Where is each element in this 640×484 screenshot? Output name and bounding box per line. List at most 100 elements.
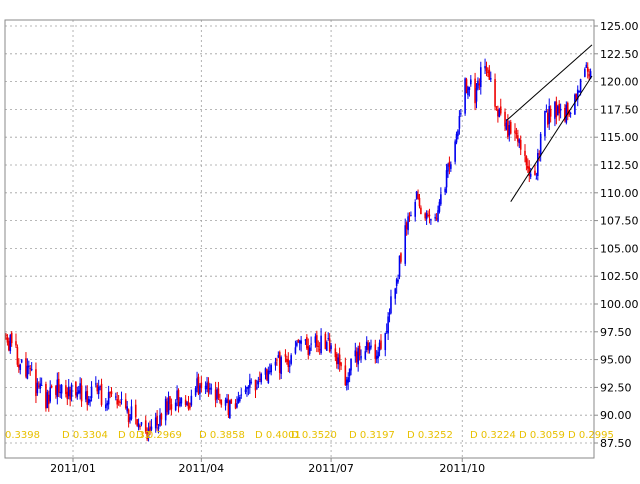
candle-body bbox=[328, 338, 331, 352]
candle-body bbox=[398, 255, 401, 277]
candle-body bbox=[337, 357, 340, 364]
candle-body bbox=[264, 368, 267, 375]
candle-body bbox=[139, 425, 141, 427]
candle-body bbox=[186, 402, 188, 405]
candle-body bbox=[254, 379, 257, 391]
candle-body bbox=[49, 387, 51, 402]
candle-body bbox=[40, 385, 43, 387]
candle-body bbox=[67, 386, 70, 397]
candle-body bbox=[477, 80, 479, 89]
candle-body bbox=[364, 351, 367, 359]
dividend-annotations: 0.3398 D 0.3304 D 0.32D 0.2969 D 0.3858 D 0.… bbox=[5, 430, 614, 441]
candle-body bbox=[565, 104, 568, 123]
candle-body bbox=[355, 351, 358, 363]
candle-body bbox=[99, 385, 101, 387]
candle-body bbox=[30, 368, 33, 371]
candle-body bbox=[465, 79, 468, 93]
candle-body bbox=[504, 111, 506, 127]
candle-body bbox=[206, 382, 208, 389]
candle-body bbox=[548, 106, 551, 124]
candle-body bbox=[528, 166, 531, 176]
candle-body bbox=[296, 342, 298, 346]
candle-body bbox=[199, 385, 201, 394]
candle-body bbox=[387, 316, 389, 334]
candle-body bbox=[220, 399, 223, 405]
candle-body bbox=[494, 79, 496, 107]
candle-body bbox=[388, 313, 391, 315]
candle-body bbox=[37, 385, 40, 387]
candle-body bbox=[214, 389, 217, 401]
candle-body bbox=[119, 401, 121, 403]
candle-body bbox=[35, 369, 37, 396]
candle-body bbox=[96, 385, 99, 392]
candle-body bbox=[146, 432, 148, 440]
candle-body bbox=[306, 337, 308, 349]
candle-body bbox=[375, 355, 378, 360]
candle-body bbox=[527, 165, 529, 169]
candle-body bbox=[464, 78, 466, 114]
candle-body bbox=[200, 382, 203, 389]
candle-body bbox=[569, 112, 572, 114]
candle-body bbox=[420, 207, 422, 215]
candle-body bbox=[189, 405, 191, 409]
candle-body bbox=[499, 106, 502, 114]
candle-body bbox=[317, 345, 320, 347]
candle-body bbox=[18, 364, 20, 368]
candle-body bbox=[127, 409, 130, 422]
candle-body bbox=[210, 388, 213, 390]
candle-body bbox=[55, 386, 57, 395]
candle-body bbox=[19, 364, 22, 371]
candle-body bbox=[77, 390, 80, 394]
dividend-label: D 0.2969 bbox=[136, 430, 182, 441]
candle-body bbox=[547, 112, 549, 125]
candle-body bbox=[390, 296, 392, 314]
candle-body bbox=[588, 74, 590, 77]
candle-body bbox=[114, 396, 117, 398]
candle-body bbox=[136, 419, 138, 426]
dividend-label: D 0.3304 bbox=[62, 430, 108, 441]
candle-body bbox=[549, 108, 552, 117]
candle-body bbox=[447, 164, 449, 172]
candle-body bbox=[85, 391, 87, 400]
candle-body bbox=[149, 426, 151, 431]
dividend-label: D 0.3858 bbox=[199, 430, 245, 441]
y-tick-label: 97.50 bbox=[600, 326, 632, 339]
trendline bbox=[510, 75, 593, 202]
candles bbox=[5, 58, 592, 442]
candle-body bbox=[378, 342, 381, 351]
candle-body bbox=[335, 353, 338, 365]
candle-body bbox=[576, 89, 579, 100]
candle-body bbox=[444, 188, 446, 193]
candle-body bbox=[414, 201, 417, 217]
y-tick-label: 100.00 bbox=[600, 298, 639, 311]
candle-body bbox=[298, 340, 301, 344]
candle-body bbox=[164, 398, 167, 421]
candle-body bbox=[538, 153, 541, 155]
candle-body bbox=[327, 338, 330, 340]
candle-body bbox=[468, 87, 471, 90]
candle-body bbox=[535, 178, 538, 180]
candle-body bbox=[224, 399, 227, 406]
candle-body bbox=[60, 385, 63, 394]
candle-body bbox=[445, 170, 448, 188]
candle-body bbox=[358, 345, 361, 356]
candle-body bbox=[166, 401, 168, 413]
candle-body bbox=[498, 109, 501, 117]
candle-body bbox=[280, 357, 282, 374]
candle-body bbox=[324, 333, 327, 349]
candle-body bbox=[288, 365, 291, 367]
candle-body bbox=[585, 64, 588, 68]
candle-body bbox=[190, 395, 193, 406]
candle-body bbox=[326, 342, 328, 351]
candle-body bbox=[226, 398, 228, 403]
candle-body bbox=[100, 383, 103, 405]
x-tick-label: 2011/10 bbox=[439, 462, 485, 475]
candle-body bbox=[438, 201, 441, 212]
candle-body bbox=[584, 68, 586, 77]
candle-body bbox=[320, 335, 322, 353]
candle-body bbox=[39, 383, 42, 389]
candle-body bbox=[545, 111, 548, 113]
candle-body bbox=[8, 340, 10, 351]
candle-body bbox=[134, 404, 137, 418]
